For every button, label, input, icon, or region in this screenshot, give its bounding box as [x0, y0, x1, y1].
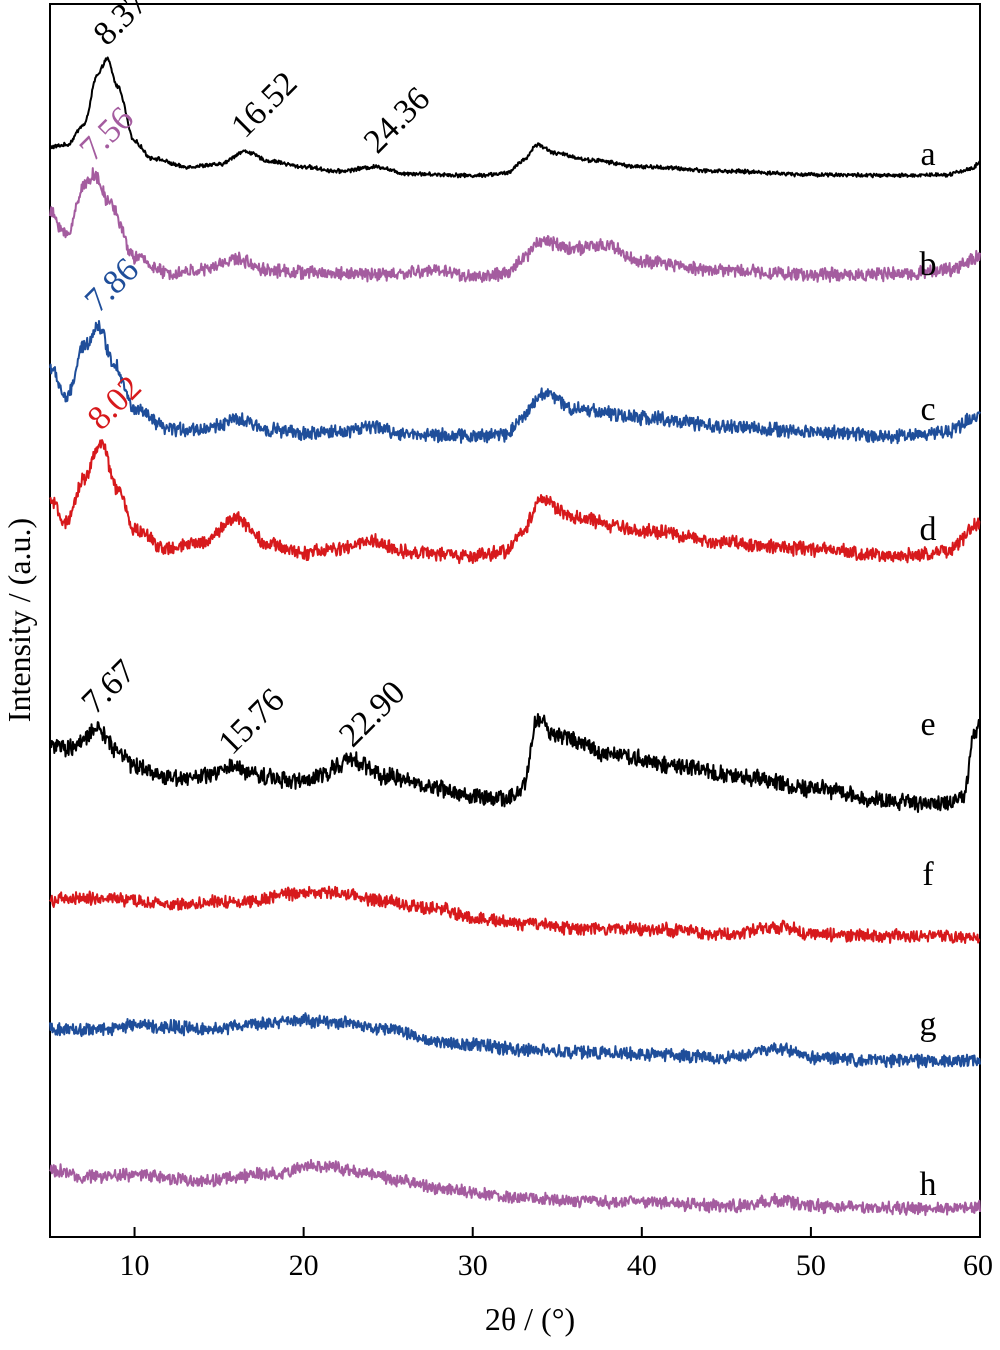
- series-label-g: g: [920, 1006, 937, 1043]
- peak-label: 22.90: [332, 674, 412, 754]
- x-tick-label: 50: [796, 1249, 826, 1282]
- series-line-h: [49, 1158, 981, 1217]
- peak-label: 15.76: [211, 682, 291, 762]
- x-tick-label: 10: [120, 1249, 150, 1282]
- x-tick-label: 60: [963, 1249, 993, 1282]
- x-tick-label: 20: [289, 1249, 319, 1282]
- series-label-f: f: [922, 856, 934, 893]
- series-label-b: b: [920, 246, 937, 283]
- y-axis-title: Intensity / (a.u.): [1, 518, 37, 722]
- peak-label: 7.56: [73, 100, 141, 168]
- plot-frame: [49, 3, 981, 1238]
- series-line-b: [49, 167, 981, 283]
- series-label-a: a: [920, 136, 935, 173]
- series-line-e: [49, 712, 981, 814]
- x-tick-label: 40: [627, 1249, 657, 1282]
- series-line-f: [49, 885, 981, 944]
- series-line-d: [49, 439, 981, 565]
- series-label-e: e: [920, 706, 935, 743]
- peak-label: 16.52: [224, 65, 304, 145]
- series-line-g: [49, 1012, 981, 1069]
- x-axis-ticks: 10 20 30 40 50 60: [120, 1227, 993, 1282]
- x-axis-title: 2θ / (°): [485, 1301, 575, 1337]
- peak-label: 8.02: [81, 369, 149, 437]
- peak-label: 8.37: [86, 0, 154, 53]
- peak-label: 24.36: [357, 80, 437, 160]
- series-line-a: [49, 56, 981, 179]
- series-label-c: c: [920, 391, 935, 428]
- series-line-c: [49, 319, 981, 445]
- series-label-h: h: [920, 1166, 937, 1203]
- peak-label: 7.67: [75, 653, 143, 721]
- x-tick-label: 30: [458, 1249, 488, 1282]
- series-label-d: d: [920, 511, 937, 548]
